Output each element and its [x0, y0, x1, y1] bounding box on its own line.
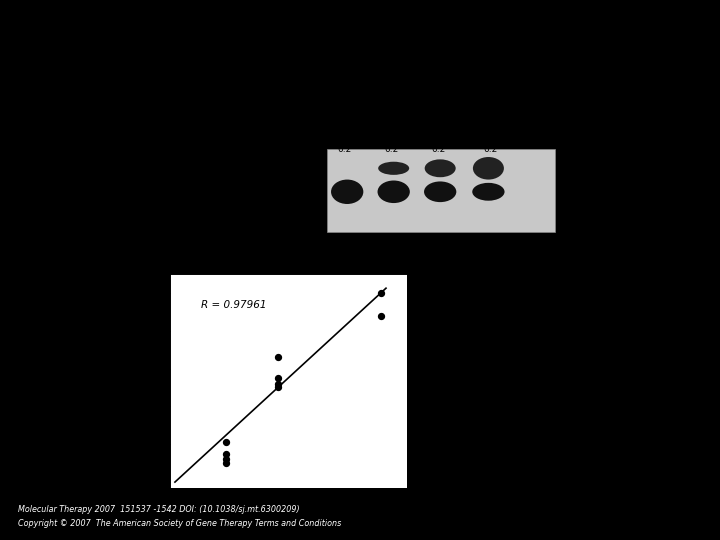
- Bar: [327, 150, 555, 232]
- Text: Free FITC-DNA oligo: Free FITC-DNA oligo: [161, 181, 250, 191]
- Text: 0.2: 0.2: [384, 145, 399, 154]
- X-axis label: PNA (μmol/l): PNA (μmol/l): [258, 511, 319, 521]
- Point: [375, 288, 387, 297]
- Point: [375, 311, 387, 320]
- Text: aaatttgaaacagctatc: aaatttgaaacagctatc: [226, 87, 338, 97]
- Text: Molecular Therapy 2007  151537 -1542 DOI: (10.1038/sj.mt.6300209): Molecular Therapy 2007 151537 -1542 DOI:…: [18, 505, 300, 514]
- Text: FITC-DNA oligo (μmol/l): FITC-DNA oligo (μmol/l): [161, 145, 266, 154]
- Ellipse shape: [473, 157, 504, 180]
- Text: c: c: [140, 251, 148, 265]
- Ellipse shape: [472, 183, 505, 201]
- Y-axis label: PNA-DNA oligo band
Intensity (×10ⁿ): PNA-DNA oligo band Intensity (×10ⁿ): [127, 335, 146, 427]
- Text: Anti-lacZPNA: Anti-lacZPNA: [251, 42, 320, 51]
- Ellipse shape: [331, 180, 364, 204]
- Point: [220, 459, 232, 468]
- Text: PNA::DNA complex: PNA::DNA complex: [161, 162, 246, 171]
- Text: 0.2: 0.2: [432, 145, 446, 154]
- Text: - eg1- (KFF)3K-(N): - eg1- (KFF)3K-(N): [446, 19, 518, 56]
- Text: Copyright © 2007  The American Society of Gene Therapy Terms and Conditions: Copyright © 2007 The American Society of…: [18, 519, 341, 528]
- Ellipse shape: [378, 161, 409, 175]
- Point: [272, 380, 284, 388]
- Text: R = 0.97961: R = 0.97961: [201, 300, 266, 310]
- Text: 0.2: 0.2: [483, 145, 498, 154]
- Text: · · · · · · · · · · · · ·: · · · · · · · · · · · · ·: [292, 73, 439, 83]
- Text: cLLLcLcgaLac: cLLLcLcgaLac: [294, 58, 369, 68]
- Point: [220, 438, 232, 447]
- Text: b: b: [140, 129, 150, 143]
- Point: [220, 455, 232, 464]
- Ellipse shape: [425, 159, 456, 177]
- Text: Figure 3: Figure 3: [332, 20, 388, 34]
- Point: [220, 449, 232, 458]
- Text: 0.1: 0.1: [432, 131, 446, 140]
- Point: [272, 383, 284, 392]
- Text: 0.05: 0.05: [382, 131, 402, 140]
- Text: FITC-DNA oligo: FITC-DNA oligo: [329, 104, 401, 113]
- Ellipse shape: [424, 181, 456, 202]
- Text: 0.2: 0.2: [483, 131, 498, 140]
- Text: PNA (μmol/l): PNA (μmol/l): [161, 131, 217, 140]
- Text: 0: 0: [341, 131, 347, 140]
- Point: [272, 353, 284, 362]
- Ellipse shape: [377, 180, 410, 203]
- Text: - FITC: - FITC: [456, 87, 480, 96]
- Text: a: a: [140, 37, 149, 51]
- Text: 0.2: 0.2: [337, 145, 351, 154]
- Point: [272, 374, 284, 382]
